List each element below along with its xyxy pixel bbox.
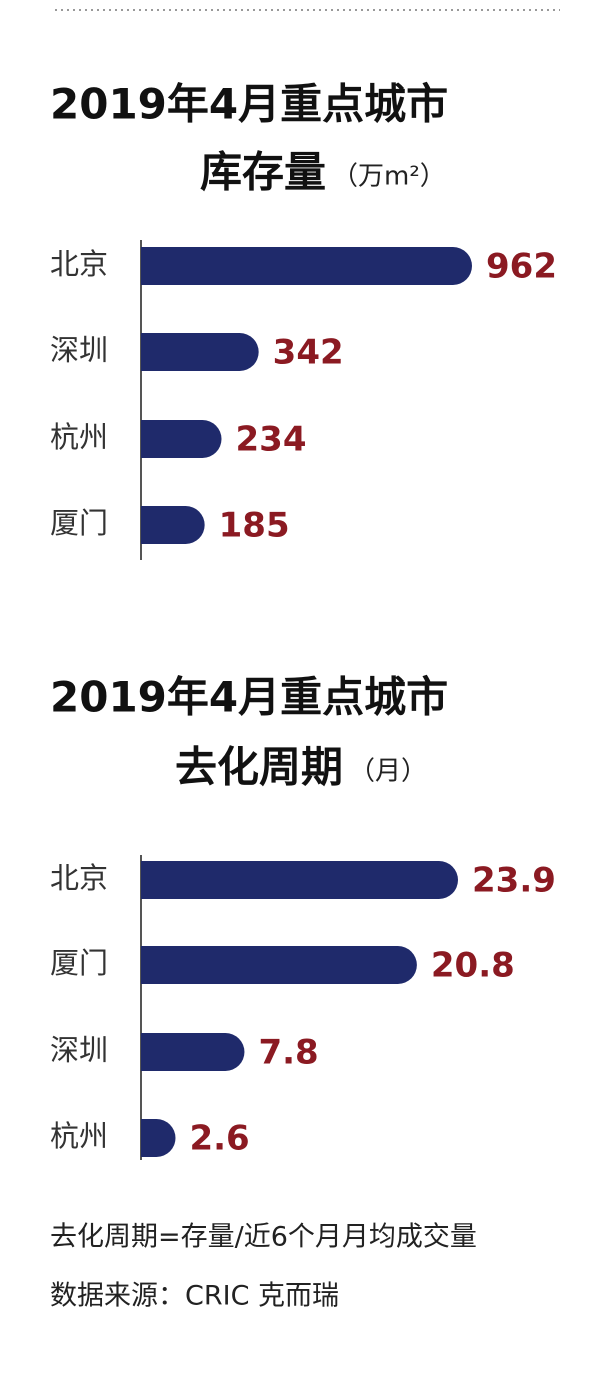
unit-label: （月） (349, 757, 427, 787)
unit-label: （万m²） (332, 162, 446, 192)
value-label: 962 (486, 247, 557, 287)
category-label: 杭州 (50, 420, 108, 454)
value-label: 2.6 (189, 1119, 249, 1159)
category-label: 北京 (50, 861, 108, 895)
category-label: 厦门 (50, 506, 108, 540)
bar (141, 247, 472, 285)
value-label: 20.8 (431, 946, 515, 986)
value-label: 185 (219, 506, 290, 546)
bar (141, 506, 205, 544)
value-label: 23.9 (472, 861, 556, 901)
bar (141, 420, 222, 458)
chart-title: 2019年4月重点城市 (50, 673, 448, 722)
category-label: 北京 (50, 247, 108, 281)
chart-title: 2019年4月重点城市 (50, 80, 448, 129)
bar (141, 861, 458, 899)
bar (141, 1033, 245, 1071)
value-label: 342 (273, 333, 344, 373)
category-label: 杭州 (50, 1119, 108, 1153)
category-label: 厦门 (50, 946, 108, 980)
bar (141, 333, 259, 371)
footer-note: 去化周期=存量/近6个月月均成交量 (50, 1222, 477, 1253)
category-label: 深圳 (50, 333, 108, 367)
footer-source: 数据来源：CRIC 克而瑞 (50, 1281, 339, 1312)
chart-subtitle: 库存量 (200, 148, 326, 197)
value-label: 234 (236, 420, 307, 460)
bar (141, 946, 417, 984)
bar (141, 1119, 176, 1157)
value-label: 7.8 (258, 1033, 318, 1073)
category-label: 深圳 (50, 1033, 108, 1067)
chart-subtitle: 去化周期 (175, 743, 343, 792)
